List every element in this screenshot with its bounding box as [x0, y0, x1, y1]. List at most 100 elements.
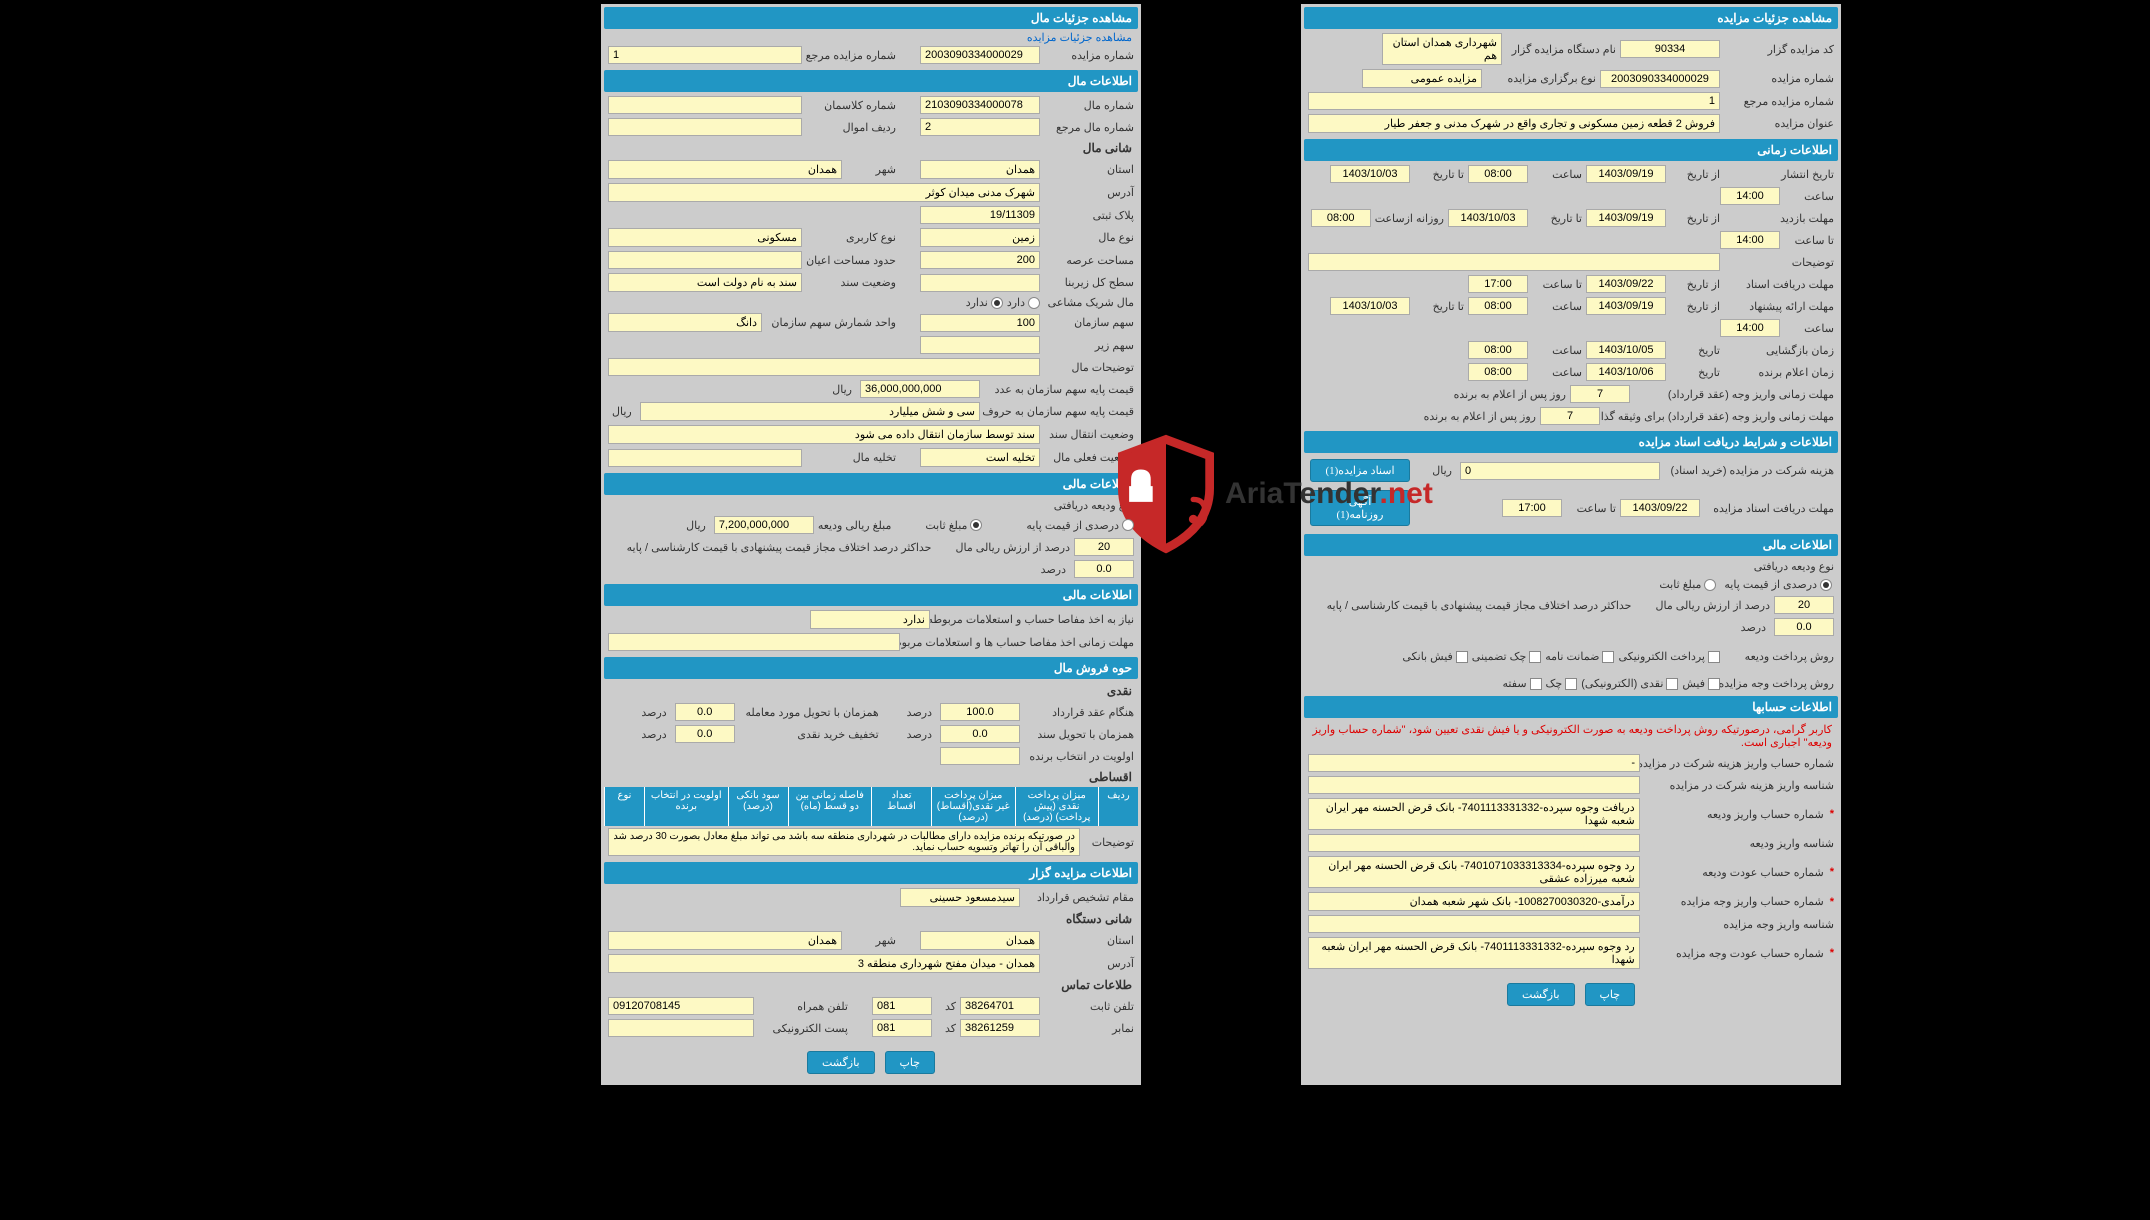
fld-visit-from: 1403/09/19: [1586, 209, 1666, 227]
fld-pay-days: 7: [1570, 385, 1630, 403]
fld-class-no: [608, 96, 802, 114]
lbl-priority: اولویت در انتخاب برنده: [1024, 750, 1134, 763]
lbl-base-price-txt: قیمت پایه سهم سازمان به حروف: [984, 405, 1134, 418]
radio-percent-icon[interactable]: [1820, 579, 1832, 591]
fld-base-price-txt: سی و شش میلیارد: [640, 402, 980, 421]
chk-slip-icon[interactable]: [1456, 651, 1468, 663]
lbl-title: عنوان مزایده: [1724, 117, 1834, 130]
fld-on-delivery: 0.0: [675, 703, 735, 721]
unit-pct-4: درصد: [641, 728, 666, 741]
fld-acc2: [1308, 776, 1640, 794]
fld-contract-officer: سیدمسعود حسینی: [900, 888, 1020, 907]
lbl-on-doc: همزمان با تحویل سند: [1024, 728, 1134, 741]
opt-hasnot: ندارد: [966, 296, 988, 309]
btn-back-l[interactable]: بازگشت: [807, 1051, 875, 1074]
fld-province: همدان: [920, 160, 1040, 179]
lbl-percent: درصد از ارزش ریالی مال: [1655, 599, 1770, 612]
fld-code2: 081: [872, 1019, 932, 1037]
lbl-asset-type: نوع مال: [1044, 231, 1134, 244]
lbl-mobile: تلفن همراه: [758, 1000, 848, 1013]
logo-column: AriaTender.net: [1161, 4, 1281, 1085]
lbl-docs-deadline: مهلت دریافت اسناد: [1724, 278, 1834, 291]
lbl-time: ساعت: [1532, 168, 1582, 181]
unit-rial: ریال: [1432, 464, 1452, 477]
fld-winner-time: 08:00: [1468, 363, 1528, 381]
chk-sefte-icon[interactable]: [1530, 678, 1542, 690]
chk-check-icon[interactable]: [1529, 651, 1541, 663]
fld-asset-ref: 2: [920, 118, 1040, 136]
lbl-plaque: پلاک ثبتی: [1044, 209, 1134, 222]
radio-fixed-l-icon[interactable]: [970, 519, 982, 531]
fld-acc6: درآمدی-1008270030320- بانک شهر شعبه همدا…: [1308, 892, 1640, 911]
fld-type: مزایده عمومی: [1362, 69, 1482, 88]
lbl-deposit-type: نوع ودیعه دریافتی: [1724, 560, 1834, 573]
radio-percent-l-icon[interactable]: [1122, 519, 1134, 531]
fld-desc: [1308, 253, 1720, 271]
lbl-email: پست الکترونیکی: [758, 1022, 848, 1035]
radio-hasnot-icon[interactable]: [991, 297, 1003, 309]
sub-contact: طلاعات تماس: [604, 975, 1138, 995]
header-accounts: اطلاعات حسابها: [1304, 696, 1838, 718]
fld-phone: 38264701: [960, 997, 1040, 1015]
fld-bid-time2: 14:00: [1720, 319, 1780, 337]
lbl-acc6: شماره حساب واریز وجه مزایده: [1644, 895, 1824, 908]
star-icon3: *: [1830, 896, 1834, 908]
fld-on-contract: 100.0: [940, 703, 1020, 721]
lbl-visit-from: از تاریخ: [1670, 212, 1720, 225]
fld-bid-to: 1403/10/03: [1330, 297, 1410, 315]
lbl-code: کد: [936, 1000, 956, 1013]
chk-cash-icon[interactable]: [1666, 678, 1678, 690]
fld-acc1: -: [1308, 754, 1640, 772]
lbl-publish: تاریخ انتشار: [1724, 168, 1834, 181]
lbl-class-no: شماره کلاسمان: [806, 99, 896, 112]
radio-deposit-type[interactable]: درصدی از قیمت پایه مبلغ ثابت: [1304, 575, 1838, 594]
fld-auction-no: 2003090334000029: [1600, 70, 1720, 88]
fld-transfer: سند توسط سازمان انتقال داده می شود: [608, 425, 1040, 444]
fld-settle: ندارد: [810, 610, 930, 629]
fld-row: [608, 118, 802, 136]
lbl-date: تاریخ: [1670, 344, 1720, 357]
lbl-auction-no: شماره مزایده: [1724, 72, 1834, 85]
opt-cash-elec: نقدی (الکترونیکی): [1581, 677, 1663, 690]
chk-guarantee-icon[interactable]: [1602, 651, 1614, 663]
lbl-daily: روزانه ازساعت: [1375, 212, 1444, 225]
fld-acc8: رد وجوه سپرده-7401113331332- بانک قرض ال…: [1308, 937, 1640, 969]
btn-print-l[interactable]: چاپ: [885, 1051, 936, 1074]
unit-pct-2: درصد: [641, 706, 666, 719]
lbl-deposit-suffix: روز پس از اعلام به برنده: [1424, 410, 1536, 423]
radio-has-icon[interactable]: [1028, 297, 1040, 309]
btn-back-r[interactable]: بازگشت: [1507, 983, 1575, 1006]
lbl-acc8: شماره حساب عودت وجه مزایده: [1644, 947, 1824, 960]
fld-plaque: 19/11309: [920, 206, 1040, 224]
header-financial-l2: اطلاعات مالی: [604, 584, 1138, 606]
fld-city2: همدان: [608, 931, 842, 950]
lbl-usage: نوع کاربری: [806, 231, 896, 244]
chk-slip2-icon[interactable]: [1708, 678, 1720, 690]
header-sale: حوه فروش مال: [604, 657, 1138, 679]
header-auction-details: مشاهده جزئیات مزایده: [1304, 7, 1838, 29]
opt-fixed-l: مبلغ ثابت: [925, 519, 967, 532]
lbl-contract-officer: مقام تشخیص قرارداد: [1024, 891, 1134, 904]
fld-asset-type: زمین: [920, 228, 1040, 247]
th-interest: سود بانکی (درصد): [728, 787, 788, 826]
link-auction-details[interactable]: مشاهده جزئیات مزایده: [1021, 30, 1138, 46]
opt-sefte: سفته: [1503, 677, 1527, 690]
chk-elec-icon[interactable]: [1708, 651, 1720, 663]
radio-fixed-icon[interactable]: [1704, 579, 1716, 591]
th-count: تعداد اقساط: [871, 787, 931, 826]
lbl-acc5: شماره حساب عودت ودیعه: [1644, 866, 1824, 879]
lbl-phone: تلفن ثابت: [1044, 1000, 1134, 1013]
fld-current-status: تخلیه است: [920, 448, 1040, 467]
lbl-city: شهر: [846, 163, 896, 176]
fld-auction-no-l: 2003090334000029: [920, 46, 1040, 64]
lbl-org-share: سهم سازمان: [1044, 316, 1134, 329]
lbl-from3: از تاریخ: [1670, 278, 1720, 291]
lbl-acc2: شناسه واریز هزینه شرکت در مزایده: [1644, 779, 1834, 792]
chk-chk-icon[interactable]: [1565, 678, 1577, 690]
th-gap: فاصله زمانی بین دو قسط (ماه): [788, 787, 872, 826]
th-priority: اولویت در انتخاب برنده: [644, 787, 728, 826]
btn-print-r[interactable]: چاپ: [1585, 983, 1636, 1006]
fld-priority: [940, 747, 1020, 765]
lbl-code2: کد: [936, 1022, 956, 1035]
lbl-auction-pay: روش پرداخت وجه مزایده: [1724, 677, 1834, 690]
